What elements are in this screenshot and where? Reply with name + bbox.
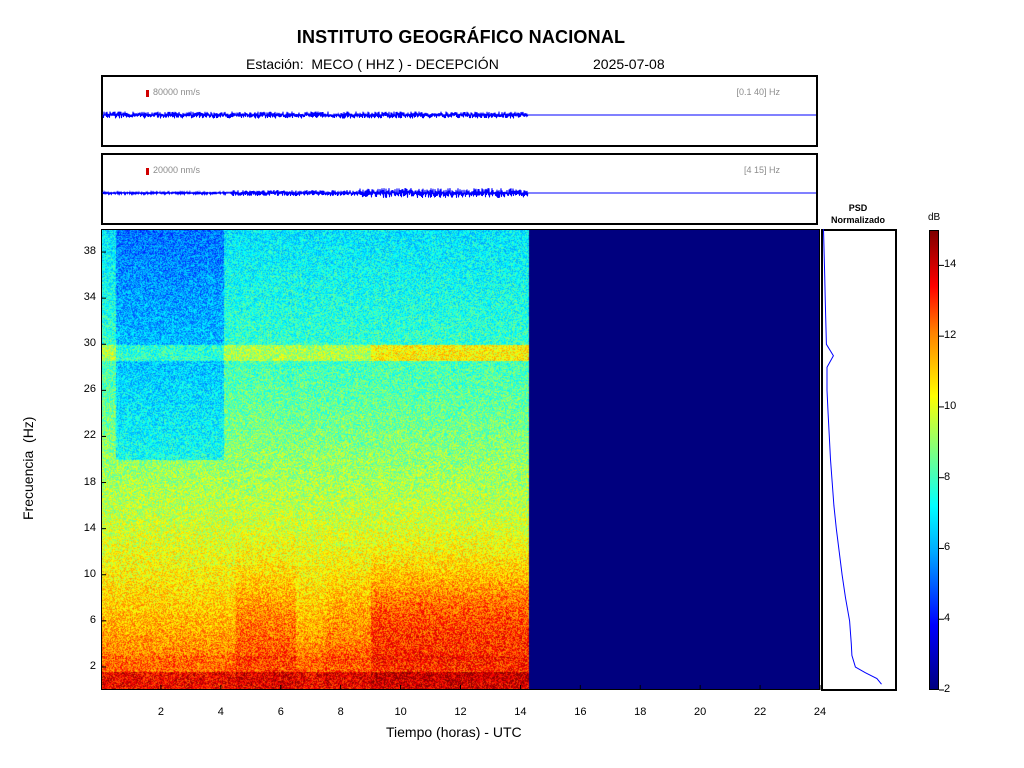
- broadband-trace-panel: 80000 nm/s [0.1 40] Hz: [101, 75, 818, 147]
- x-tick-label: 22: [753, 706, 767, 718]
- x-tick-label: 14: [514, 706, 527, 718]
- trace1-scale-label: 80000 nm/s: [153, 87, 201, 97]
- colorbar-tick-label: 12: [944, 329, 957, 342]
- date-subtitle: 2025-07-08: [593, 56, 665, 72]
- y-tick-label: 10: [83, 567, 96, 580]
- y-tick-label: 26: [83, 383, 96, 396]
- y-tick-label: 22: [83, 429, 96, 442]
- filtered-trace-panel: 20000 nm/s [4 15] Hz: [101, 153, 818, 225]
- x-tick-label: 8: [337, 706, 344, 718]
- x-tick-label: 12: [454, 706, 467, 718]
- colorbar: [929, 230, 939, 690]
- y-tick-label: 2: [89, 659, 96, 672]
- trace1-band-label: [0.1 40] Hz: [736, 87, 780, 97]
- colorbar-tick-label: 8: [944, 470, 951, 483]
- x-tick-label: 24: [813, 706, 827, 718]
- psd-panel: [821, 229, 897, 691]
- x-tick-label: 18: [634, 706, 647, 718]
- amplitude-scale-bar: [146, 90, 149, 97]
- amplitude-scale-bar: [146, 168, 149, 175]
- x-axis-title: Tiempo (horas) - UTC: [386, 724, 522, 740]
- x-tick-label: 2: [157, 706, 164, 718]
- x-tick-label: 4: [217, 706, 224, 718]
- trace2-waveform: [102, 187, 816, 199]
- trace2-scale-label: 20000 nm/s: [153, 165, 201, 175]
- colorbar-tick-label: 2: [944, 683, 951, 695]
- x-tick-label: 20: [694, 706, 707, 718]
- spectrogram-heatmap: [101, 229, 820, 690]
- y-tick-label: 14: [83, 521, 96, 534]
- colorbar-tick-label: 6: [944, 541, 951, 554]
- psd-title-line2: Normalizado: [830, 215, 885, 225]
- x-tick-label: 6: [277, 706, 284, 718]
- station-subtitle: Estación: MECO ( HHZ ) - DECEPCIÓN: [246, 56, 499, 72]
- psd-title-line1: PSD: [848, 203, 868, 213]
- psd-title: PSD Normalizado: [812, 202, 904, 226]
- y-tick-label: 6: [89, 613, 96, 626]
- x-tick-label: 16: [574, 706, 587, 718]
- colorbar-tick-label: 10: [944, 399, 957, 412]
- trace2-band-label: [4 15] Hz: [743, 165, 780, 175]
- chart-title: INSTITUTO GEOGRÁFICO NACIONAL: [296, 27, 626, 47]
- y-tick-label: 30: [83, 337, 96, 350]
- colorbar-tick-label: 4: [944, 612, 951, 625]
- y-tick-label: 34: [83, 291, 96, 304]
- x-tick-label: 10: [394, 706, 407, 718]
- y-tick-label: 38: [83, 245, 96, 258]
- y-tick-label: 18: [83, 475, 96, 488]
- colorbar-tick-label: 14: [944, 258, 957, 271]
- colorbar-unit: dB: [928, 212, 941, 223]
- trace1-waveform: [102, 111, 816, 119]
- psd-curve: [823, 228, 882, 685]
